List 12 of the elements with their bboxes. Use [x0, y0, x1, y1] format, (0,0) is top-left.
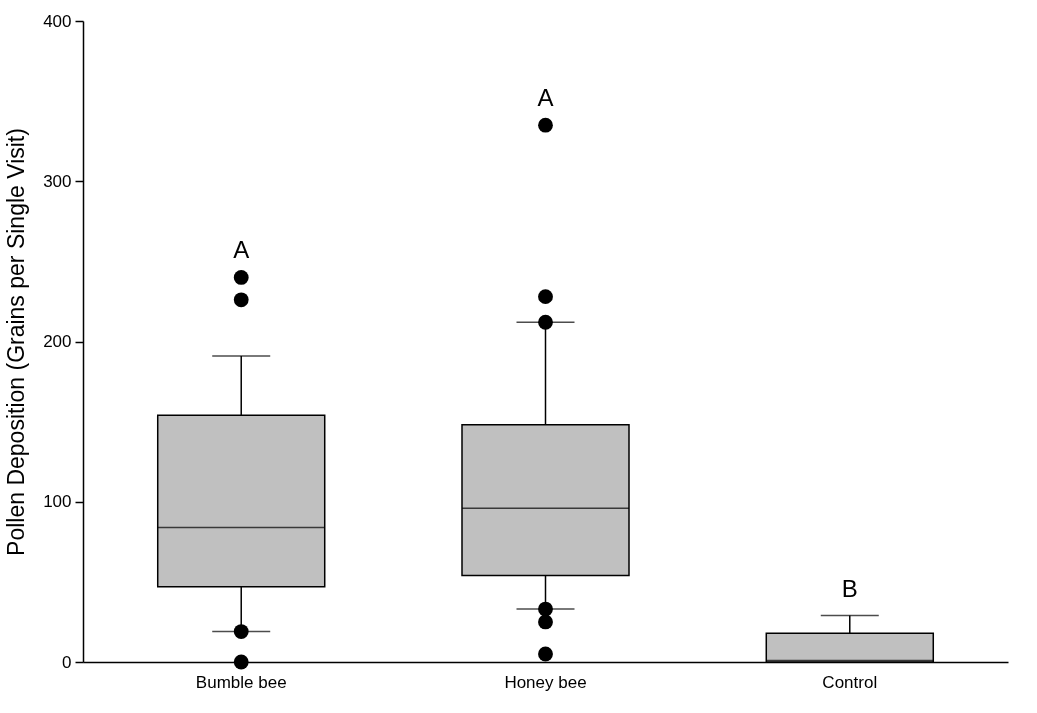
y-tick-label: 400: [43, 11, 72, 31]
annotation: A: [233, 236, 250, 264]
annotation: A: [537, 84, 554, 112]
x-tick-label: Bumble bee: [195, 672, 287, 692]
y-tick-label: 100: [43, 492, 72, 512]
y-tick-label: 0: [62, 652, 72, 672]
x-tick-label: Control: [822, 672, 878, 692]
y-tick-label: 200: [43, 332, 72, 351]
x-tick-label: Honey bee: [504, 672, 587, 692]
y-axis-title: Pollen Deposition (Grains per Single Visit): [3, 128, 30, 556]
y-tick-label: 300: [43, 171, 72, 191]
annotation: B: [841, 574, 858, 602]
